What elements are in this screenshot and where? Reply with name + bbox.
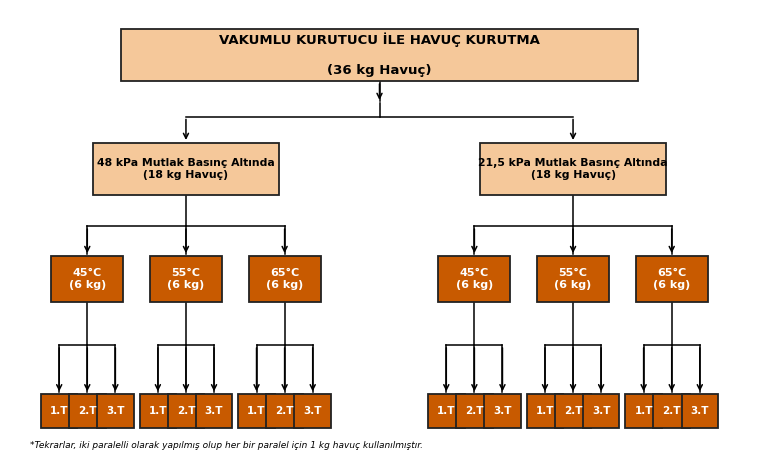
Text: 1.T: 1.T	[437, 406, 455, 416]
FancyBboxPatch shape	[682, 394, 718, 429]
Text: *Tekrarlar, iki paralelli olarak yapılmış olup her bir paralel için 1 kg havuç k: *Tekrarlar, iki paralelli olarak yapılmı…	[30, 441, 424, 450]
FancyBboxPatch shape	[266, 394, 303, 429]
FancyBboxPatch shape	[294, 394, 331, 429]
Text: 2.T: 2.T	[276, 406, 294, 416]
Text: 45°C
(6 kg): 45°C (6 kg)	[455, 268, 493, 290]
Text: 2.T: 2.T	[663, 406, 681, 416]
FancyBboxPatch shape	[456, 394, 493, 429]
FancyBboxPatch shape	[168, 394, 204, 429]
Text: 21,5 kPa Mutlak Basınç Altında
(18 kg Havuç): 21,5 kPa Mutlak Basınç Altında (18 kg Ha…	[478, 158, 668, 180]
Text: 3.T: 3.T	[304, 406, 322, 416]
Text: 3.T: 3.T	[691, 406, 709, 416]
FancyBboxPatch shape	[52, 256, 123, 302]
FancyBboxPatch shape	[636, 256, 708, 302]
FancyBboxPatch shape	[69, 394, 106, 429]
FancyBboxPatch shape	[121, 28, 638, 81]
Text: 2.T: 2.T	[564, 406, 582, 416]
FancyBboxPatch shape	[97, 394, 134, 429]
Text: VAKUMLU KURUTUCU İLE HAVUÇ KURUTMA

(36 kg Havuç): VAKUMLU KURUTUCU İLE HAVUÇ KURUTMA (36 k…	[219, 32, 540, 77]
Text: 1.T: 1.T	[149, 406, 167, 416]
FancyBboxPatch shape	[583, 394, 619, 429]
Text: 45°C
(6 kg): 45°C (6 kg)	[68, 268, 106, 290]
FancyBboxPatch shape	[238, 394, 275, 429]
FancyBboxPatch shape	[93, 143, 279, 196]
Text: 2.T: 2.T	[465, 406, 483, 416]
FancyBboxPatch shape	[439, 256, 510, 302]
Text: 3.T: 3.T	[592, 406, 610, 416]
FancyBboxPatch shape	[527, 394, 563, 429]
Text: 1.T: 1.T	[50, 406, 68, 416]
FancyBboxPatch shape	[249, 256, 321, 302]
Text: 65°C
(6 kg): 65°C (6 kg)	[653, 268, 691, 290]
Text: 65°C
(6 kg): 65°C (6 kg)	[266, 268, 304, 290]
Text: 1.T: 1.T	[247, 406, 266, 416]
Text: 3.T: 3.T	[106, 406, 124, 416]
FancyBboxPatch shape	[653, 394, 690, 429]
FancyBboxPatch shape	[140, 394, 176, 429]
FancyBboxPatch shape	[625, 394, 662, 429]
Text: 48 kPa Mutlak Basınç Altında
(18 kg Havuç): 48 kPa Mutlak Basınç Altında (18 kg Havu…	[97, 158, 275, 180]
FancyBboxPatch shape	[480, 143, 666, 196]
Text: 2.T: 2.T	[78, 406, 96, 416]
Text: 3.T: 3.T	[493, 406, 512, 416]
FancyBboxPatch shape	[41, 394, 77, 429]
Text: 55°C
(6 kg): 55°C (6 kg)	[554, 268, 592, 290]
FancyBboxPatch shape	[196, 394, 232, 429]
FancyBboxPatch shape	[484, 394, 521, 429]
Text: 55°C
(6 kg): 55°C (6 kg)	[167, 268, 205, 290]
FancyBboxPatch shape	[428, 394, 465, 429]
Text: 3.T: 3.T	[205, 406, 223, 416]
Text: 1.T: 1.T	[635, 406, 653, 416]
FancyBboxPatch shape	[150, 256, 222, 302]
FancyBboxPatch shape	[537, 256, 609, 302]
Text: 1.T: 1.T	[536, 406, 554, 416]
FancyBboxPatch shape	[555, 394, 591, 429]
Text: 2.T: 2.T	[177, 406, 195, 416]
